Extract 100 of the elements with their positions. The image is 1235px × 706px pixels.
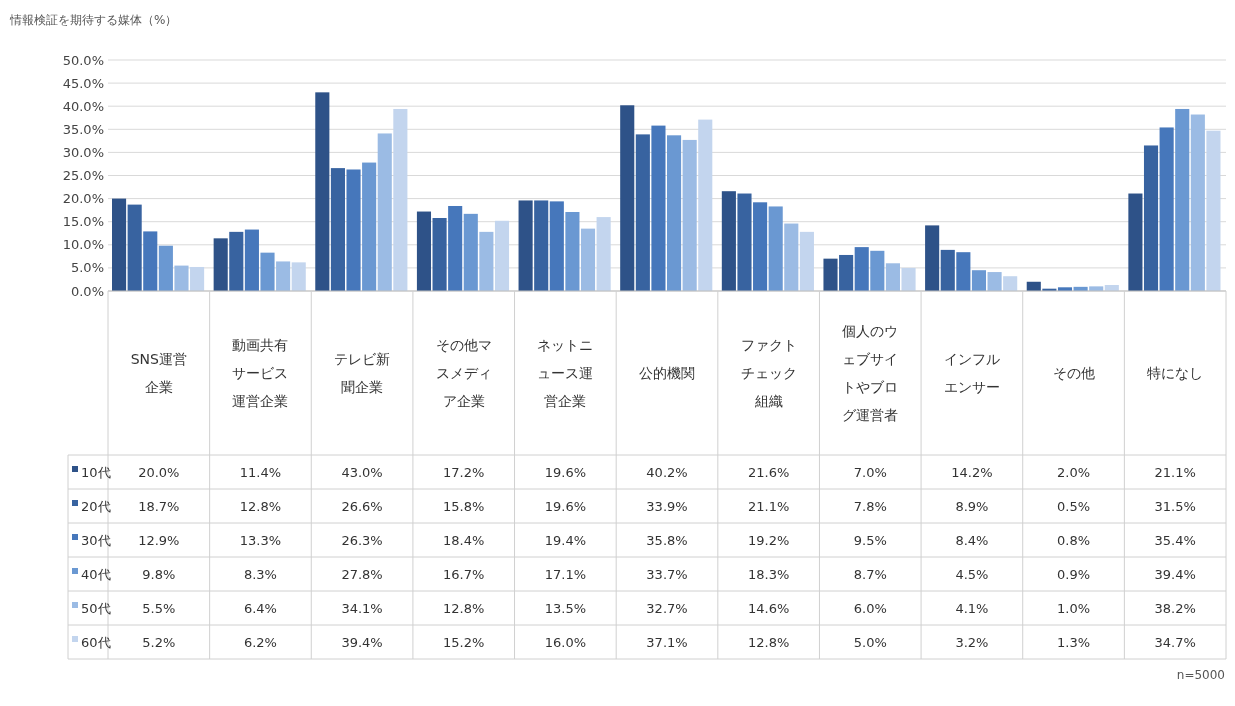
bar <box>971 270 987 291</box>
y-tick-label: 5.0% <box>70 260 104 276</box>
data-label: 34.7% <box>1154 634 1196 650</box>
data-label: 19.6% <box>544 498 587 514</box>
data-label: 37.1% <box>646 634 688 650</box>
y-tick-label: 30.0% <box>62 144 104 160</box>
data-label: 39.4% <box>341 634 383 650</box>
bar <box>799 231 814 291</box>
data-label: 35.4% <box>1154 532 1196 548</box>
data-label: 6.2% <box>243 634 277 650</box>
data-label: 0.5% <box>1057 498 1091 514</box>
bar <box>190 266 205 291</box>
bar <box>377 133 392 291</box>
y-tick-label: 25.0% <box>62 168 104 184</box>
bar <box>698 119 713 291</box>
bar <box>667 135 682 291</box>
data-label: 17.1% <box>544 566 587 582</box>
bar <box>448 205 463 291</box>
bar <box>143 231 158 291</box>
bar <box>1190 114 1205 291</box>
bar <box>580 228 596 291</box>
bar <box>635 134 650 291</box>
bar <box>112 198 127 291</box>
bar <box>885 263 900 291</box>
bar <box>823 258 838 291</box>
bar <box>901 267 916 291</box>
legend-label: 60代 <box>81 634 111 650</box>
bar <box>854 247 869 291</box>
data-label: 5.5% <box>142 600 176 616</box>
data-label: 15.8% <box>443 498 485 514</box>
data-label: 40.2% <box>646 464 688 480</box>
data-label: 2.0% <box>1057 464 1091 480</box>
bar <box>1003 276 1018 291</box>
x-tick-label: ファクトチェック組織 <box>740 336 797 409</box>
data-label: 21.6% <box>747 464 790 480</box>
data-label: 21.1% <box>1154 464 1196 480</box>
y-tick-label: 40.0% <box>62 98 104 114</box>
data-label: 26.3% <box>341 532 383 548</box>
bar <box>315 92 330 291</box>
bar <box>753 202 768 291</box>
data-label: 12.9% <box>138 532 180 548</box>
bar <box>682 139 697 291</box>
bar <box>925 225 940 291</box>
data-label: 12.8% <box>239 498 282 514</box>
data-label: 12.8% <box>747 634 790 650</box>
bar <box>158 245 173 291</box>
y-tick-label: 0.0% <box>70 283 104 299</box>
bar <box>346 169 361 291</box>
bar <box>260 252 275 291</box>
data-label: 31.5% <box>1154 498 1196 514</box>
bar <box>721 191 736 291</box>
data-label: 16.0% <box>544 634 587 650</box>
bar <box>737 193 752 291</box>
y-tick-label: 50.0% <box>62 52 104 68</box>
data-label: 19.4% <box>544 532 587 548</box>
bar <box>127 204 142 291</box>
data-label: 32.7% <box>646 600 688 616</box>
data-label: 34.1% <box>341 600 383 616</box>
bar <box>651 125 666 291</box>
data-label: 33.7% <box>646 566 688 582</box>
bar <box>1128 193 1143 291</box>
bar <box>479 231 494 291</box>
data-label: 13.5% <box>544 600 587 616</box>
data-label: 5.2% <box>142 634 176 650</box>
data-label: 12.8% <box>443 600 485 616</box>
legend-label: 30代 <box>81 532 111 548</box>
data-label: 0.8% <box>1057 532 1091 548</box>
legend-label: 10代 <box>81 464 111 480</box>
data-label: 4.1% <box>955 600 989 616</box>
data-label: 13.3% <box>239 532 282 548</box>
data-label: 9.8% <box>142 566 176 582</box>
x-tick-label: その他マスメディア企業 <box>435 336 492 409</box>
data-label: 43.0% <box>341 464 383 480</box>
data-label: 27.8% <box>341 566 383 582</box>
y-tick-label: 35.0% <box>62 121 104 137</box>
bar <box>549 201 564 291</box>
x-tick-label: テレビ新聞企業 <box>334 350 391 395</box>
bar <box>1159 127 1174 291</box>
data-label: 6.4% <box>243 600 277 616</box>
bar <box>229 231 244 291</box>
x-tick-label: ネットニュース運営企業 <box>537 336 594 409</box>
data-label: 7.8% <box>853 498 887 514</box>
data-label: 8.7% <box>853 566 887 582</box>
data-label: 19.2% <box>747 532 790 548</box>
bar <box>620 105 635 291</box>
data-label: 11.4% <box>239 464 282 480</box>
bar <box>276 261 291 291</box>
bar <box>784 223 799 291</box>
bar <box>768 206 783 291</box>
data-label: 16.7% <box>443 566 485 582</box>
data-label: 21.1% <box>747 498 790 514</box>
legend-label: 20代 <box>81 498 111 514</box>
bar <box>393 108 408 291</box>
bar <box>987 272 1002 291</box>
x-tick-label: SNS運営企業 <box>130 350 187 395</box>
text: n=5000 <box>1176 668 1225 682</box>
bar <box>494 220 510 291</box>
data-label: 0.9% <box>1057 566 1091 582</box>
y-tick-label: 45.0% <box>62 75 104 91</box>
data-label: 18.3% <box>747 566 790 582</box>
